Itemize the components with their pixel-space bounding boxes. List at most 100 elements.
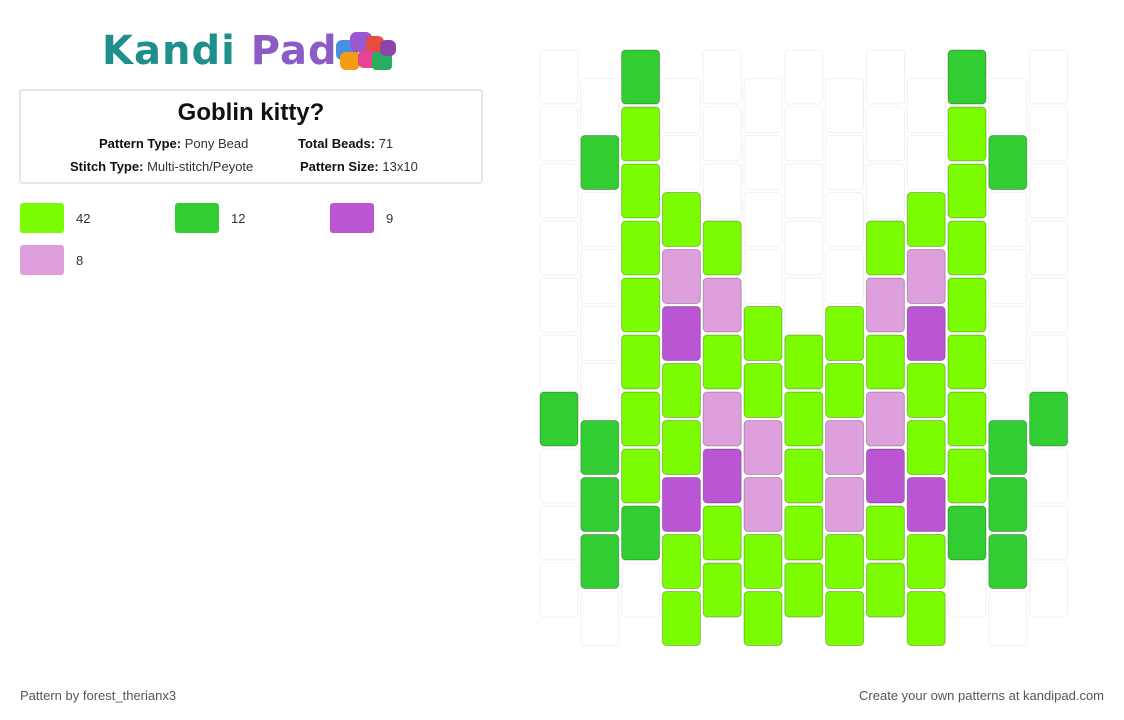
swatch-count: 12 bbox=[231, 210, 246, 226]
logo-text: Kandi Pad bbox=[102, 28, 338, 74]
swatch-count: 42 bbox=[76, 210, 91, 226]
bead-empty bbox=[743, 78, 783, 133]
bead-lime bbox=[825, 363, 865, 418]
bead-empty bbox=[539, 334, 579, 390]
bead-lime bbox=[947, 391, 987, 447]
bead-lime bbox=[784, 334, 824, 390]
bead-empty bbox=[539, 106, 579, 162]
bead-lime bbox=[621, 277, 661, 333]
bead-pink bbox=[825, 420, 865, 475]
bead-empty bbox=[702, 163, 742, 219]
bead-empty bbox=[580, 78, 620, 133]
color-swatch-green: 12 bbox=[175, 203, 245, 233]
bead-empty bbox=[1029, 562, 1069, 618]
color-swatch-pink: 8 bbox=[20, 245, 83, 275]
bead-empty bbox=[539, 163, 579, 219]
bead-lime bbox=[947, 448, 987, 504]
bead-lime bbox=[784, 448, 824, 504]
bead-empty bbox=[580, 249, 620, 304]
bead-lime bbox=[702, 505, 742, 561]
bead-empty bbox=[784, 163, 824, 219]
bead-empty bbox=[988, 306, 1028, 361]
bead-empty bbox=[539, 277, 579, 333]
bead-empty bbox=[988, 363, 1028, 418]
pattern-type: Pattern Type: Pony Bead bbox=[99, 136, 249, 151]
color-swatch-purple: 9 bbox=[330, 203, 393, 233]
bead-empty bbox=[825, 78, 865, 133]
bead-empty bbox=[1029, 277, 1069, 333]
bead-lime bbox=[825, 591, 865, 646]
bead-empty bbox=[580, 591, 620, 646]
bead-lime bbox=[865, 220, 905, 276]
stitch-type: Stitch Type: Multi-stitch/Peyote bbox=[70, 159, 254, 174]
kandipad-promo-link[interactable]: Create your own patterns at kandipad.com bbox=[859, 688, 1104, 703]
bead-green bbox=[580, 477, 620, 532]
bead-purple bbox=[865, 448, 905, 504]
pattern-size: Pattern Size: 13x10 bbox=[300, 159, 418, 174]
bead-empty bbox=[621, 562, 661, 618]
bead-empty bbox=[1029, 106, 1069, 162]
swatch-color bbox=[330, 203, 374, 233]
bead-empty bbox=[988, 249, 1028, 304]
kandi-pad-logo[interactable]: Kandi Pad bbox=[102, 26, 412, 76]
bead-lime bbox=[947, 220, 987, 276]
bead-pink bbox=[702, 391, 742, 447]
bead-pile-icon bbox=[336, 32, 396, 70]
bead-lime bbox=[947, 163, 987, 219]
bead-lime bbox=[784, 562, 824, 618]
bead-lime bbox=[661, 420, 701, 475]
bead-lime bbox=[784, 391, 824, 447]
bead-empty bbox=[988, 78, 1028, 133]
swatch-color bbox=[175, 203, 219, 233]
bead-green bbox=[988, 420, 1028, 475]
bead-empty bbox=[1029, 220, 1069, 276]
bead-green bbox=[621, 505, 661, 561]
bead-empty bbox=[580, 192, 620, 247]
bead-green bbox=[988, 477, 1028, 532]
bead-pink bbox=[702, 277, 742, 333]
bead-empty bbox=[580, 363, 620, 418]
bead-lime bbox=[621, 391, 661, 447]
swatch-count: 9 bbox=[386, 210, 394, 226]
bead-lime bbox=[906, 534, 946, 589]
bead-empty bbox=[865, 49, 905, 105]
total-beads: Total Beads: 71 bbox=[298, 136, 394, 151]
bead-empty bbox=[743, 192, 783, 247]
bead-empty bbox=[906, 78, 946, 133]
bead-lime bbox=[621, 448, 661, 504]
bead-empty bbox=[865, 163, 905, 219]
bead-lime bbox=[825, 306, 865, 361]
bead-lime bbox=[947, 106, 987, 162]
bead-purple bbox=[906, 306, 946, 361]
bead-lime bbox=[906, 192, 946, 247]
bead-pink bbox=[743, 420, 783, 475]
bead-lime bbox=[906, 420, 946, 475]
swatch-color bbox=[20, 245, 64, 275]
bead-empty bbox=[702, 49, 742, 105]
bead-lime bbox=[743, 306, 783, 361]
bead-lime bbox=[865, 505, 905, 561]
bead-purple bbox=[906, 477, 946, 532]
bead-purple bbox=[661, 477, 701, 532]
swatch-color bbox=[20, 203, 64, 233]
bead-lime bbox=[906, 363, 946, 418]
bead-green bbox=[580, 534, 620, 589]
pattern-title: Goblin kitty? bbox=[177, 99, 325, 126]
bead-lime bbox=[661, 591, 701, 646]
bead-empty bbox=[661, 135, 701, 190]
bead-lime bbox=[621, 163, 661, 219]
bead-empty bbox=[539, 562, 579, 618]
bead-lime bbox=[906, 591, 946, 646]
bead-pink bbox=[906, 249, 946, 304]
bead-empty bbox=[539, 49, 579, 105]
bead-lime bbox=[661, 363, 701, 418]
bead-lime bbox=[621, 106, 661, 162]
bead-lime bbox=[621, 334, 661, 390]
bead-lime bbox=[743, 534, 783, 589]
bead-empty bbox=[539, 448, 579, 504]
bead-lime bbox=[825, 534, 865, 589]
color-swatch-lime: 42 bbox=[20, 203, 90, 233]
bead-empty bbox=[539, 505, 579, 561]
bead-lime bbox=[947, 277, 987, 333]
bead-lime bbox=[743, 591, 783, 646]
